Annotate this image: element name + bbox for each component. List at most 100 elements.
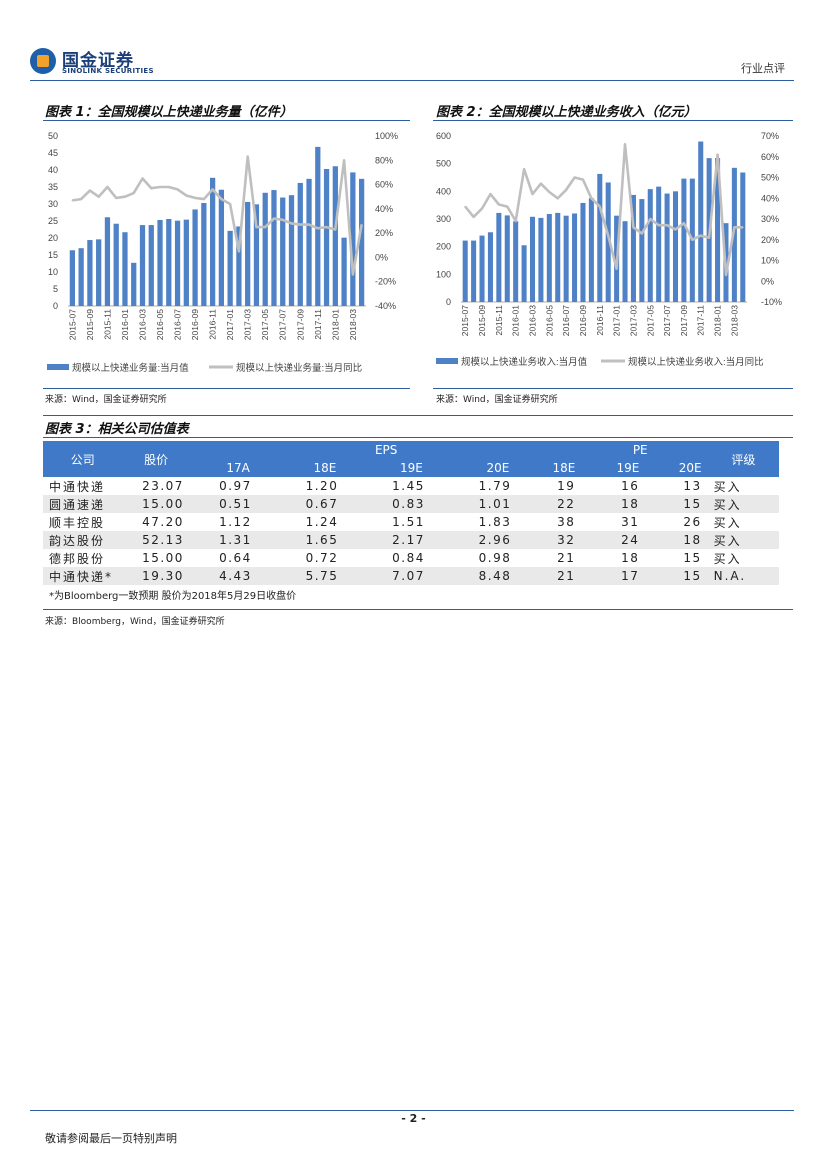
table-row: 中通快递 23.07 0.97 1.20 1.45 1.79 19 16 13 买入 [43,477,779,495]
pe-18e-cell: 21 [517,567,582,585]
yoy-point [506,205,509,208]
table-row: 圆通速递 15.00 0.51 0.67 0.83 1.01 22 18 15 买入 [43,495,779,513]
footer-divider [30,1110,794,1111]
y-left-tick-label: 0 [446,297,451,307]
eps-20e-cell: 1.79 [430,477,518,495]
pe-20e-cell: 26 [645,513,708,531]
logo-mark-inner-icon [37,55,49,67]
bar [78,248,84,306]
yoy-point [132,192,135,194]
bar [538,217,544,302]
yoy-point [124,195,126,198]
bar [69,250,76,306]
yoy-point [264,226,266,228]
yoy-point [255,226,258,228]
rating-cell: N.A. [707,567,779,585]
x-tick-label: 2018-01 [330,309,340,340]
legend-bar-swatch [47,364,69,370]
yoy-point [308,223,310,226]
x-tick-label: 2016-11 [595,305,605,336]
eps-18e-cell: 0.67 [257,495,345,513]
yoy-point [573,176,576,179]
yoy-point [281,219,284,221]
yoy-point [565,189,567,191]
eps-19e-cell: 1.51 [344,513,431,531]
yoy-point [299,223,302,226]
table-row: 德邦股份 15.00 0.64 0.72 0.84 0.98 21 18 15 买入 [43,549,779,567]
bar [96,239,102,306]
bar [580,202,586,302]
yoy-point [334,228,337,231]
pe-18e-cell: 38 [517,513,582,531]
fig1-title: 图表 1：全国规模以上快递业务量（亿件） [45,105,293,120]
yoy-point [481,207,483,210]
bar [664,193,670,302]
yoy-point [325,226,328,228]
x-tick-label: 2017-11 [696,305,706,336]
x-tick-label: 2016-07 [561,305,571,336]
x-tick-label: 2018-03 [729,305,739,336]
yoy-point [229,203,231,205]
x-tick-label: 2015-09 [477,305,487,336]
fig3-top-rule [43,415,793,416]
x-tick-label: 2017-03 [243,309,253,340]
bar [113,223,119,306]
yoy-point [582,178,584,181]
rating-cell: 买入 [707,495,779,513]
pe-19e-cell: 24 [581,531,646,549]
price-cell: 19.30 [122,567,190,585]
y-left-tick-label: 50 [48,131,58,141]
bar [323,168,330,306]
yoy-point [674,228,677,231]
col-company: 公司 [43,441,123,477]
logo-english-name: SINOLINK SECURITIES [62,67,154,75]
disclaimer-text: 敬请参阅最后一页特别声明 [45,1132,177,1145]
bar [504,215,510,302]
yoy-point [615,268,618,270]
bar [521,245,527,302]
yoy-point [590,197,593,200]
x-tick-label: 2016-01 [511,305,521,336]
company-cell: 中通快递 [43,477,123,495]
yoy-point [498,203,500,206]
table-note: *为Bloomberg一致预期 股价为2018年5月29日收盘价 [43,585,779,603]
y-left-tick-label: 600 [436,131,451,141]
logo-chinese-name: 国金证券 [62,51,134,71]
fig3-title-rule [43,437,793,438]
eps-17a-cell: 1.31 [189,531,258,549]
bar [253,204,260,306]
yoy-point [624,143,626,146]
x-tick-label: 2017-09 [679,305,689,336]
y-left-tick-label: 400 [436,186,451,196]
legend-bar-swatch [436,358,458,364]
pe-20e-cell: 15 [645,567,708,585]
price-cell: 47.20 [122,513,190,531]
bar [218,189,225,306]
eps-18e-cell: 0.72 [257,549,345,567]
yoy-point [115,197,117,199]
bar [271,190,277,306]
x-tick-label: 2017-11 [313,309,323,340]
bar [332,166,338,306]
col-eps-18e: 18E [257,459,345,477]
eps-19e-cell: 2.17 [344,531,431,549]
eps-17a-cell: 0.51 [189,495,258,513]
yoy-point [80,198,82,200]
x-tick-label: 2016-03 [528,305,538,336]
x-tick-label: 2015-09 [85,309,95,340]
eps-17a-cell: 0.64 [189,549,258,567]
y-left-tick-label: 200 [436,242,451,252]
yoy-point [97,195,100,198]
y-left-tick-label: 5 [53,284,58,294]
yoy-point [168,186,170,188]
yoy-point [649,218,652,220]
yoy-point [607,234,609,237]
yoy-point [666,224,668,226]
col-eps-20e: 20E [430,459,518,477]
bar [597,173,603,302]
yoy-point [220,198,223,200]
y-right-tick-label: 0% [375,252,388,262]
y-right-tick-label: -10% [761,297,782,307]
bar [262,192,268,306]
eps-18e-cell: 5.75 [257,567,345,585]
